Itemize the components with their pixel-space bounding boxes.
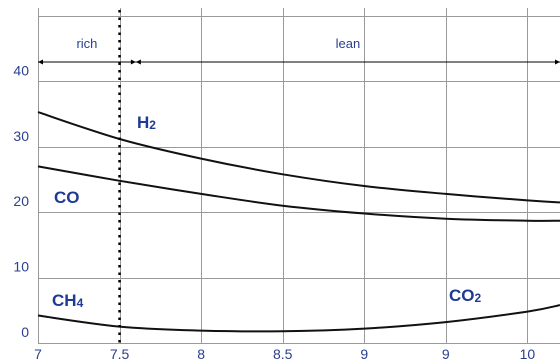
region-annotations: rich lean (38, 36, 560, 65)
arrow-head-left (38, 59, 43, 65)
series-label-subscript: 2 (149, 118, 156, 132)
arrow-head-right (130, 59, 136, 65)
series-line-co (37, 165, 560, 222)
curves (37, 111, 560, 333)
series-label-co2: CO2 (449, 286, 482, 305)
y-tick-label: 20 (13, 193, 29, 209)
series-label-subscript: 4 (77, 296, 84, 310)
region-rich: rich (38, 36, 136, 65)
x-tick-label: 7 (34, 346, 42, 361)
arrow-head-right (555, 59, 560, 65)
series-label-main: CH (52, 291, 77, 310)
x-tick-label: 8.5 (273, 346, 293, 361)
x-tick-label: 8 (197, 346, 205, 361)
y-tick-label: 30 (13, 128, 29, 144)
series-label-h2: H2 (137, 113, 156, 132)
tick-labels: 7 7.5 8 8.5 9 9 10 0 10 20 30 40 (13, 62, 535, 361)
region-lean: lean (135, 36, 560, 65)
series-label-main: CO (449, 286, 475, 305)
x-tick-label: 10 (520, 346, 536, 361)
region-label: lean (336, 36, 361, 51)
series-label-main: CO (54, 188, 80, 207)
series-label-main: H (137, 113, 149, 132)
series-label-subscript: 2 (475, 291, 482, 305)
series-label-co: CO (54, 188, 80, 207)
y-tick-label: 0 (21, 324, 29, 340)
x-tick-label: 7.5 (110, 346, 130, 361)
x-tick-label: 9 (442, 346, 450, 361)
series-line-h2 (37, 111, 560, 204)
arrow-head-left (135, 59, 141, 65)
series-label-ch4: CH4 (52, 291, 84, 310)
region-label: rich (76, 36, 97, 51)
y-tick-label: 10 (13, 259, 29, 275)
y-tick-label: 40 (13, 62, 29, 78)
series-line-ch4 (37, 304, 560, 333)
x-tick-label: 9 (360, 346, 368, 361)
grid (38, 8, 560, 344)
